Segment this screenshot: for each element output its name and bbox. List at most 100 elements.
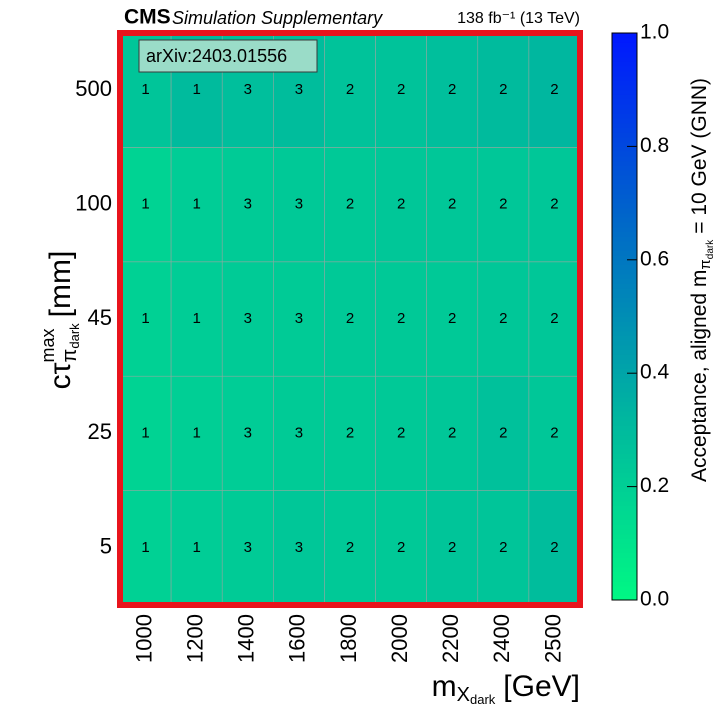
cell-label: 2 bbox=[550, 539, 558, 556]
heatmap-cell bbox=[119, 147, 172, 263]
heatmap-cell bbox=[273, 375, 325, 491]
colorbar-segment bbox=[612, 548, 637, 554]
cell-label: 3 bbox=[244, 196, 252, 213]
colorbar-segment bbox=[612, 500, 637, 506]
heatmap-cell bbox=[324, 490, 376, 606]
subtitle: Simulation Supplementary bbox=[172, 8, 383, 28]
colorbar-segment bbox=[612, 566, 637, 573]
heatmap-cell bbox=[375, 32, 427, 148]
cell-label: 3 bbox=[295, 310, 303, 327]
colorbar-segment bbox=[612, 127, 637, 133]
cell-label: 2 bbox=[346, 81, 354, 98]
colorbar-segment bbox=[612, 434, 637, 440]
colorbar-segment bbox=[612, 179, 637, 185]
colorbar-segment bbox=[612, 557, 637, 563]
colorbar-segment bbox=[612, 396, 637, 403]
colorbar-segment bbox=[612, 595, 637, 601]
colorbar-tick-label: 0.2 bbox=[640, 474, 669, 497]
experiment-label: CMS bbox=[124, 6, 171, 29]
colorbar-segment bbox=[612, 543, 637, 549]
colorbar-segment bbox=[612, 590, 637, 596]
x-tick-label: 1400 bbox=[234, 614, 259, 663]
colorbar-segment bbox=[612, 387, 637, 393]
colorbar-segment bbox=[612, 226, 637, 232]
x-tick-label: 1200 bbox=[182, 614, 207, 663]
x-axis-label: mXdark [GeV] bbox=[432, 670, 580, 705]
cell-label: 2 bbox=[397, 424, 405, 441]
colorbar-segment bbox=[612, 259, 637, 266]
colorbar-segment bbox=[612, 562, 637, 568]
colorbar-segment bbox=[612, 141, 637, 147]
colorbar-segment bbox=[612, 467, 637, 473]
colorbar-segment bbox=[612, 510, 637, 516]
colorbar-segment bbox=[612, 108, 637, 114]
colorbar-segment bbox=[612, 448, 637, 455]
colorbar-segment bbox=[612, 429, 637, 436]
heatmap-cell bbox=[426, 375, 479, 491]
cell-label: 2 bbox=[448, 424, 456, 441]
heatmap-cell bbox=[170, 147, 223, 263]
colorbar-segment bbox=[612, 33, 637, 39]
colorbar-segment bbox=[612, 203, 637, 209]
heatmap-cell bbox=[375, 375, 427, 491]
colorbar-segment bbox=[612, 307, 637, 313]
colorbar-segment bbox=[612, 89, 637, 95]
colorbar-segment bbox=[612, 132, 637, 138]
heatmap-cell bbox=[119, 375, 172, 491]
cell-label: 1 bbox=[141, 539, 149, 556]
colorbar-segment bbox=[612, 505, 637, 511]
colorbar-segment bbox=[612, 292, 637, 299]
colorbar-segment bbox=[612, 47, 637, 53]
cell-label: 2 bbox=[397, 196, 405, 213]
y-label-base: cτ bbox=[44, 362, 77, 389]
colorbar-segment bbox=[612, 359, 637, 365]
colorbar-segment bbox=[612, 496, 637, 502]
x-tick-label: 2000 bbox=[387, 614, 412, 663]
x-tick-label: 2400 bbox=[489, 614, 514, 663]
colorbar-segment bbox=[612, 198, 637, 204]
colorbar-segment bbox=[612, 146, 637, 152]
colorbar-segment bbox=[612, 349, 637, 355]
cell-label: 2 bbox=[346, 424, 354, 441]
cell-label: 1 bbox=[141, 310, 149, 327]
cell-label: 1 bbox=[141, 424, 149, 441]
colorbar-segment bbox=[612, 302, 637, 308]
heatmap-cell bbox=[528, 147, 581, 263]
cell-label: 3 bbox=[244, 424, 252, 441]
colorbar-segment bbox=[612, 325, 637, 332]
cell-label: 2 bbox=[448, 310, 456, 327]
lumi-label: 138 fb⁻¹ (13 TeV) bbox=[457, 10, 580, 27]
colorbar-segment bbox=[612, 335, 637, 341]
heatmap-cell bbox=[477, 490, 530, 606]
cell-label: 2 bbox=[397, 310, 405, 327]
y-label-sup: max bbox=[38, 328, 58, 362]
colorbar-segment bbox=[612, 240, 637, 247]
colorbar-segment bbox=[612, 212, 637, 218]
colorbar-segment bbox=[612, 458, 637, 464]
annotation-box bbox=[138, 39, 318, 73]
colorbar-segment bbox=[612, 174, 637, 180]
colorbar-segment bbox=[612, 415, 637, 421]
heatmap-cell bbox=[273, 490, 325, 606]
colorbar-segment bbox=[612, 236, 637, 242]
colorbar-segment bbox=[612, 316, 637, 322]
colorbar-segment bbox=[612, 576, 637, 582]
colorbar-segment bbox=[612, 481, 637, 488]
colorbar-segment bbox=[612, 439, 637, 445]
y-label-sub: π bbox=[59, 349, 81, 363]
heatmap-cell bbox=[119, 490, 172, 606]
colorbar-segment bbox=[612, 193, 637, 199]
colorbar-segment bbox=[612, 250, 637, 256]
cell-label: 2 bbox=[499, 539, 507, 556]
colorbar-segment bbox=[612, 344, 637, 351]
cell-label: 1 bbox=[192, 196, 200, 213]
colorbar-tick-label: 0.0 bbox=[640, 588, 669, 611]
cell-label: 2 bbox=[499, 424, 507, 441]
heatmap-cell bbox=[528, 32, 581, 148]
colorbar-frame bbox=[611, 32, 638, 601]
colorbar-segment bbox=[612, 188, 637, 195]
colorbar-segment bbox=[612, 99, 637, 105]
heatmap-cell bbox=[324, 261, 376, 377]
colorbar-segment bbox=[612, 103, 637, 110]
colorbar-segment bbox=[612, 529, 637, 535]
